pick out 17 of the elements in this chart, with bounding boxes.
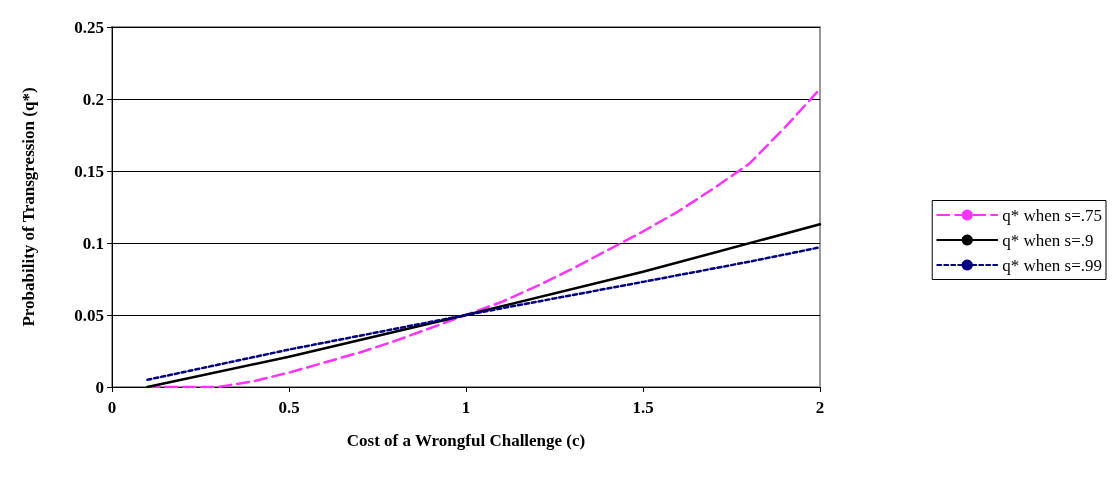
- y-axis-title: Probability of Transgression (q*): [19, 87, 38, 327]
- x-tick-label: 0.5: [278, 398, 300, 417]
- y-tick-label: 0.2: [82, 89, 104, 109]
- y-tick-label: 0.1: [82, 233, 104, 253]
- line-series: [146, 246, 822, 382]
- y-tick-label: 0.15: [74, 161, 104, 181]
- legend-label: q* when s=.75: [1002, 205, 1103, 225]
- legend-label: q* when s=.9: [1002, 230, 1094, 250]
- x-tick-label: 2: [815, 398, 825, 417]
- x-tick-label: 1: [461, 398, 471, 417]
- x-tick-label: 0: [107, 398, 117, 417]
- y-tick-label: 0.25: [74, 17, 104, 37]
- x-tick-label: 1.5: [632, 398, 654, 417]
- y-tick-label: 0: [95, 377, 104, 397]
- y-tick-label: 0.05: [74, 305, 104, 325]
- legend-label: q* when s=.99: [1002, 255, 1103, 275]
- x-axis-title: Cost of a Wrongful Challenge (c): [346, 431, 586, 450]
